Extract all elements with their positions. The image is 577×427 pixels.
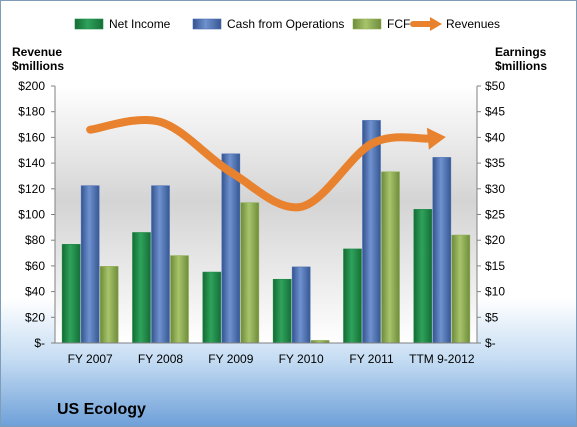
bar-cash-from-operations [432,157,452,344]
revenues-line [86,115,434,212]
x-axis: FY 2007 FY 2008 FY 2009 FY 2010 FY 2011 TTM 9… [68,352,475,366]
bar-net-income [272,278,292,344]
bar-net-income [132,232,151,344]
revenues-line-layer [86,115,446,212]
bar-net-income [61,244,81,344]
legend-label-cash-from-operations: Cash from Operations [227,17,344,31]
right-axis-title-line2: $millions [495,59,547,73]
left-tick-label: $60 [25,259,45,273]
x-tick-label: FY 2010 [279,352,324,366]
bars [55,120,477,344]
left-tick-label: $160 [18,130,45,144]
legend-label-fcf: FCF [387,17,410,31]
bar-net-income [343,248,362,344]
bar-cash-from-operations [80,185,100,344]
bar-net-income [202,271,222,344]
x-tick-label: FY 2007 [68,352,113,366]
right-axis: $- $5 $10 $15 $20 $25 $30 $35 $40 $45 $50 [476,79,505,350]
left-tick-label: $20 [25,310,45,324]
plot-area [55,86,477,343]
left-axis-title-line1: Revenue [12,45,62,59]
right-tick-label: $25 [485,208,505,222]
left-axis: $- $20 $40 $60 $80 $100 $120 $140 $160 $180 $200 [18,79,56,350]
legend-swatch-net-income [74,18,104,30]
legend-swatch-cash-from-operations [192,18,222,30]
right-axis-title-line1: Earnings [495,45,547,59]
left-tick-label: $120 [18,182,45,196]
x-tick-label: FY 2008 [138,352,183,366]
right-tick-label: $10 [485,285,505,299]
bar-fcf [170,255,189,344]
x-tick-label: TTM 9-2012 [409,352,475,366]
right-tick-label: $35 [485,156,505,170]
right-tick-label: $45 [485,105,505,119]
right-tick-label: $50 [485,79,505,93]
bar-fcf [451,234,471,344]
right-tick-label: $30 [485,182,505,196]
right-tick-label: $20 [485,233,505,247]
right-tick-label: $5 [485,310,499,324]
legend-label-net-income: Net Income [109,17,171,31]
bar-cash-from-operations [151,185,170,344]
left-tick-label: $80 [25,233,45,247]
bar-fcf [99,266,119,344]
x-tick-label: FY 2011 [349,352,394,366]
left-tick-label: $180 [18,105,45,119]
left-tick-label: $40 [25,285,45,299]
legend: Net Income Cash from Operations FCF Revenue… [74,17,500,31]
bar-cash-from-operations [362,120,381,344]
bar-cash-from-operations [221,153,241,344]
legend-arrowhead [430,17,442,31]
revenues-arrowhead [426,127,446,150]
legend-swatch-fcf [352,18,382,30]
left-axis-title-line2: $millions [12,59,64,73]
right-tick-label: $15 [485,259,505,273]
bar-net-income [413,209,433,344]
right-tick-label: $40 [485,130,505,144]
legend-label-revenues: Revenues [446,17,500,31]
right-tick-label: $- [485,336,496,350]
company-label: US Ecology [57,401,146,418]
left-tick-label: $- [34,336,45,350]
left-tick-label: $200 [18,79,45,93]
bar-cash-from-operations [291,266,311,344]
left-tick-label: $140 [18,156,45,170]
left-tick-label: $100 [18,208,45,222]
x-tick-label: FY 2009 [208,352,253,366]
bar-fcf [240,202,260,344]
bar-fcf [381,171,400,344]
